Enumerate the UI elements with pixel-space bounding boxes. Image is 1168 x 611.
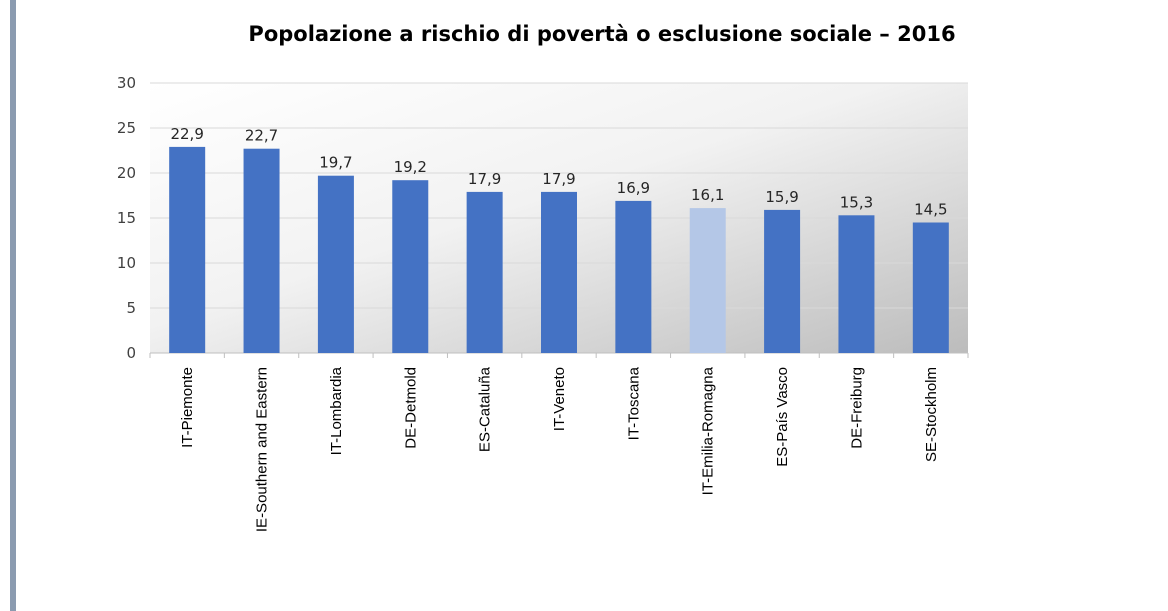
- data-label: 22,7: [245, 127, 278, 145]
- x-tick-label: SE-Stockholm: [923, 367, 940, 462]
- data-label: 19,2: [394, 158, 427, 176]
- y-tick-label: 20: [117, 164, 136, 182]
- left-border-rule: [10, 0, 16, 611]
- bar: [615, 200, 652, 353]
- data-label: 16,1: [691, 186, 724, 204]
- x-tick-label: DE-Freiburg: [848, 367, 865, 449]
- data-label: 19,7: [319, 154, 352, 172]
- y-tick-label: 30: [117, 74, 136, 92]
- y-tick-label: 25: [117, 119, 136, 137]
- bar: [317, 175, 354, 353]
- x-tick-label: IT-Veneto: [551, 367, 568, 431]
- bars: [169, 146, 949, 353]
- bar: [689, 208, 726, 353]
- data-label: 15,3: [840, 193, 873, 211]
- x-tick-label: IT-Piemonte: [179, 367, 196, 448]
- y-tick-label: 15: [117, 209, 136, 227]
- x-tick-label: IT-Toscana: [625, 366, 642, 440]
- x-tick-label: ES-País Vasco: [774, 367, 791, 467]
- bar: [541, 191, 577, 353]
- data-label: 17,9: [468, 170, 501, 188]
- bar: [392, 180, 429, 353]
- data-label: 16,9: [617, 179, 650, 197]
- x-tick-label: IE-Southern and Eastern: [254, 367, 271, 532]
- data-label: 22,9: [170, 125, 203, 143]
- data-labels: 22,9 22,7 19,7 19,2 17,9 17,9 16,9 16,1 15,9 15,3…: [170, 125, 947, 219]
- x-tick-label: DE-Detmold: [402, 367, 419, 449]
- bar: [243, 148, 280, 353]
- x-tick-label: ES-Cataluña: [477, 366, 494, 452]
- chart-title: Popolazione a rischio di povertà o esclu…: [248, 22, 956, 46]
- data-label: 14,5: [914, 201, 947, 219]
- data-label: 15,9: [765, 188, 798, 206]
- x-tick-label: IT-Lombardia: [328, 366, 345, 455]
- y-tick-label: 0: [126, 344, 136, 362]
- bar: [912, 222, 949, 353]
- x-axis: IT-Piemonte IE-Southern and Eastern IT-Lom…: [149, 353, 969, 532]
- data-label: 17,9: [542, 170, 575, 188]
- bar: [169, 146, 206, 353]
- y-axis: 0 5 10 15 20 25 30: [117, 74, 136, 362]
- y-tick-label: 5: [126, 299, 136, 317]
- y-tick-label: 10: [117, 254, 136, 272]
- bar: [838, 215, 875, 353]
- x-tick-label: IT-Emilia-Romagna: [700, 366, 717, 495]
- bar: [466, 191, 503, 353]
- bar: [764, 209, 801, 353]
